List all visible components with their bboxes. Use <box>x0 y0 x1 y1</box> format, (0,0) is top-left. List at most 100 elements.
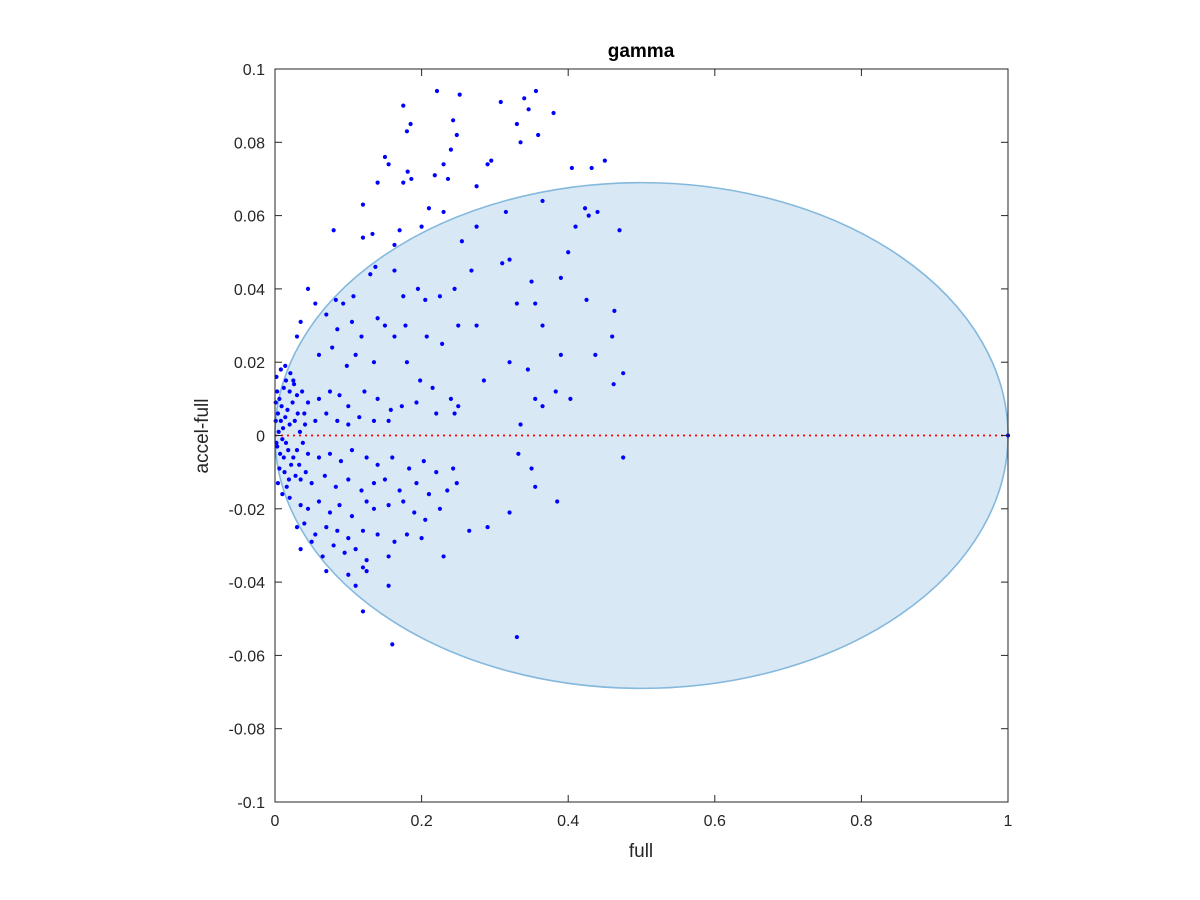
data-point <box>286 477 292 482</box>
data-point <box>353 547 358 552</box>
data-point <box>333 297 338 302</box>
data-point <box>283 363 288 368</box>
data-point <box>273 400 278 405</box>
y-axis-title: accel-full <box>192 399 213 474</box>
data-point <box>324 411 329 416</box>
data-point <box>566 250 571 255</box>
data-point <box>291 378 296 383</box>
data-point <box>533 396 538 401</box>
y-tick-label: 0 <box>256 429 265 446</box>
data-point <box>525 367 530 372</box>
data-point <box>283 378 289 383</box>
data-point <box>412 510 417 515</box>
data-point <box>386 503 391 508</box>
data-point <box>390 455 395 460</box>
data-point <box>401 499 406 504</box>
data-point <box>298 503 303 508</box>
data-point <box>469 268 474 273</box>
y-tick-label: 0.02 <box>234 355 265 372</box>
data-point <box>414 400 419 405</box>
data-point <box>612 308 617 313</box>
data-point <box>364 499 369 504</box>
data-point <box>346 404 351 409</box>
data-point <box>419 224 424 229</box>
data-point <box>353 352 358 357</box>
y-tick-label: -0.06 <box>229 648 266 665</box>
data-point <box>294 334 300 339</box>
data-point <box>320 554 325 559</box>
data-point <box>434 411 439 416</box>
data-point <box>397 228 402 233</box>
data-point <box>305 451 311 456</box>
data-point <box>287 495 292 500</box>
data-point <box>375 462 380 467</box>
y-tick-label: -0.02 <box>229 502 266 519</box>
data-point <box>331 228 336 233</box>
data-point <box>430 385 435 390</box>
data-point <box>342 550 347 555</box>
data-point <box>364 558 369 563</box>
data-point <box>481 378 487 383</box>
x-tick-label: 0.6 <box>704 813 726 830</box>
data-point <box>324 525 329 530</box>
y-tick-label: 0.04 <box>234 282 265 299</box>
data-point <box>338 459 344 464</box>
data-point <box>514 634 519 640</box>
data-point <box>283 415 288 420</box>
x-tick-label: 0.2 <box>410 813 432 830</box>
data-point <box>404 532 410 537</box>
data-point <box>346 536 351 541</box>
data-point <box>441 554 446 559</box>
data-point <box>401 103 406 108</box>
data-point <box>327 389 333 394</box>
data-point <box>610 334 615 339</box>
data-point <box>467 528 472 533</box>
data-point <box>518 140 523 145</box>
data-point <box>360 202 366 207</box>
data-point <box>349 448 355 453</box>
data-point <box>426 492 432 497</box>
data-point <box>415 286 421 291</box>
data-point <box>382 323 388 328</box>
data-point <box>290 400 295 405</box>
data-point <box>392 539 397 544</box>
data-point <box>300 389 305 394</box>
data-point <box>285 407 290 412</box>
data-point <box>351 294 356 299</box>
data-point <box>291 382 297 387</box>
data-point <box>507 360 512 365</box>
data-point <box>302 521 307 526</box>
data-point <box>276 429 281 434</box>
data-point <box>448 396 454 401</box>
data-point <box>451 466 456 471</box>
data-point <box>370 231 375 237</box>
data-point <box>558 275 563 281</box>
data-point <box>349 319 355 324</box>
data-point <box>454 132 459 138</box>
data-point <box>397 488 402 493</box>
data-point <box>386 162 391 167</box>
data-point <box>324 569 329 574</box>
data-point <box>392 334 397 339</box>
data-point <box>362 389 367 394</box>
chart-title: gamma <box>608 41 675 62</box>
data-point <box>344 363 349 368</box>
data-point <box>474 323 479 328</box>
data-point <box>331 543 336 548</box>
data-point <box>514 121 519 127</box>
data-point <box>279 404 284 409</box>
data-point <box>404 360 410 365</box>
data-point <box>392 242 397 248</box>
data-point <box>407 466 412 471</box>
data-point <box>440 341 445 346</box>
data-point <box>382 154 388 160</box>
data-point <box>617 228 622 233</box>
data-point <box>280 492 285 497</box>
data-point <box>423 517 428 522</box>
data-point <box>297 462 302 467</box>
data-point <box>526 107 531 112</box>
data-point <box>335 418 340 423</box>
data-point <box>280 426 286 431</box>
data-point <box>346 477 351 482</box>
data-point <box>533 301 538 306</box>
